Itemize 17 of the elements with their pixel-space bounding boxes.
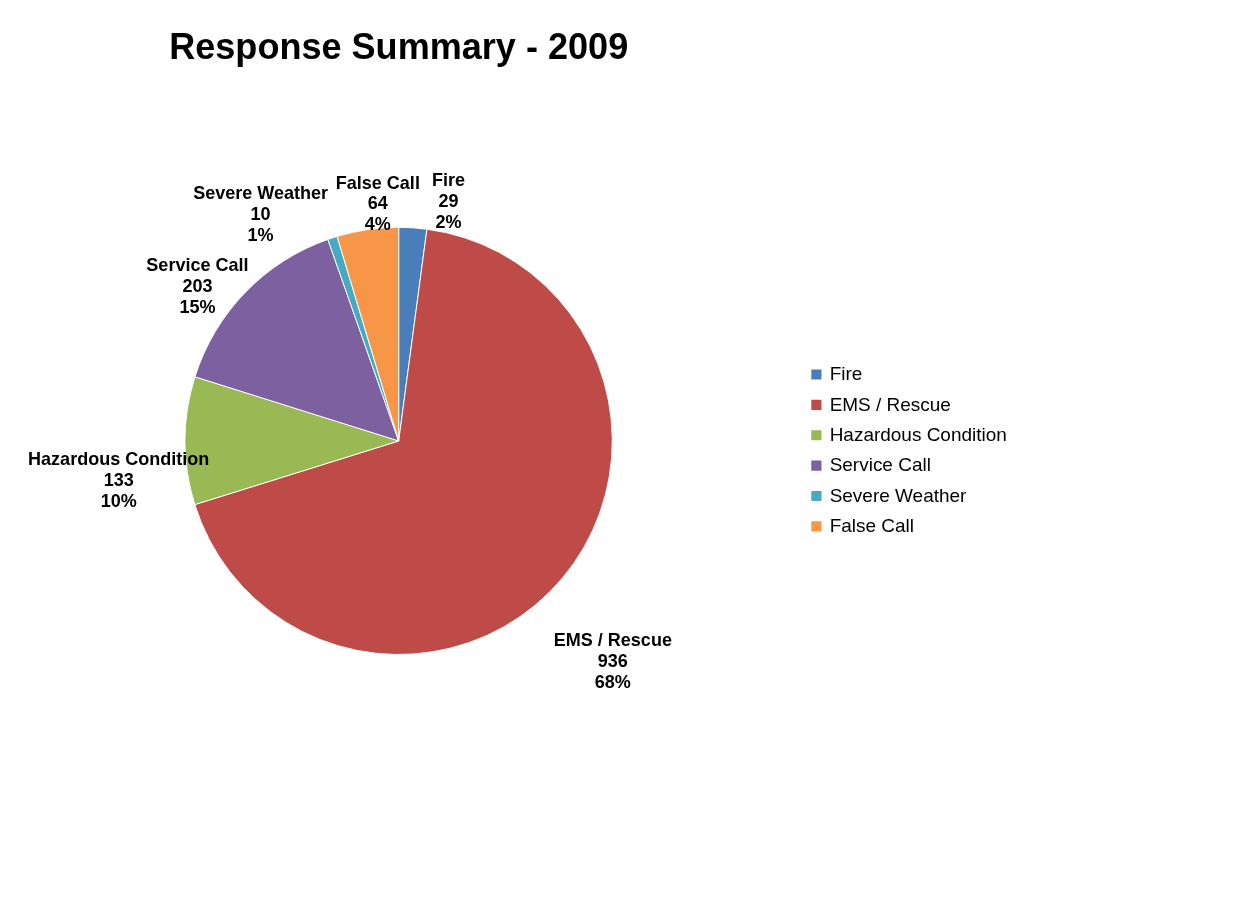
- data-label: 29 2%: [435, 191, 462, 232]
- slice-label: Fire: [432, 170, 466, 191]
- legend-label: EMS / Rescue: [829, 393, 951, 415]
- legend-label: Service Call: [829, 454, 931, 476]
- data-label: 10 1%: [247, 204, 274, 246]
- data-label: 936 68%: [594, 650, 631, 692]
- data-label: 133 10%: [100, 470, 137, 512]
- data-label: 203 15%: [179, 275, 216, 317]
- legend-label: Fire: [829, 363, 863, 385]
- legend-label: False Call: [829, 515, 915, 537]
- legend-label: Hazardous Condition: [829, 423, 1007, 445]
- chart-title: Response Summary - 2009: [169, 26, 629, 68]
- slice-label: Severe Weather: [193, 183, 329, 204]
- slice-label: EMS / Rescue: [553, 630, 672, 651]
- legend-label: Severe Weather: [829, 484, 967, 506]
- slice-label: False Call: [335, 172, 420, 193]
- slice-label: Service Call: [146, 254, 249, 275]
